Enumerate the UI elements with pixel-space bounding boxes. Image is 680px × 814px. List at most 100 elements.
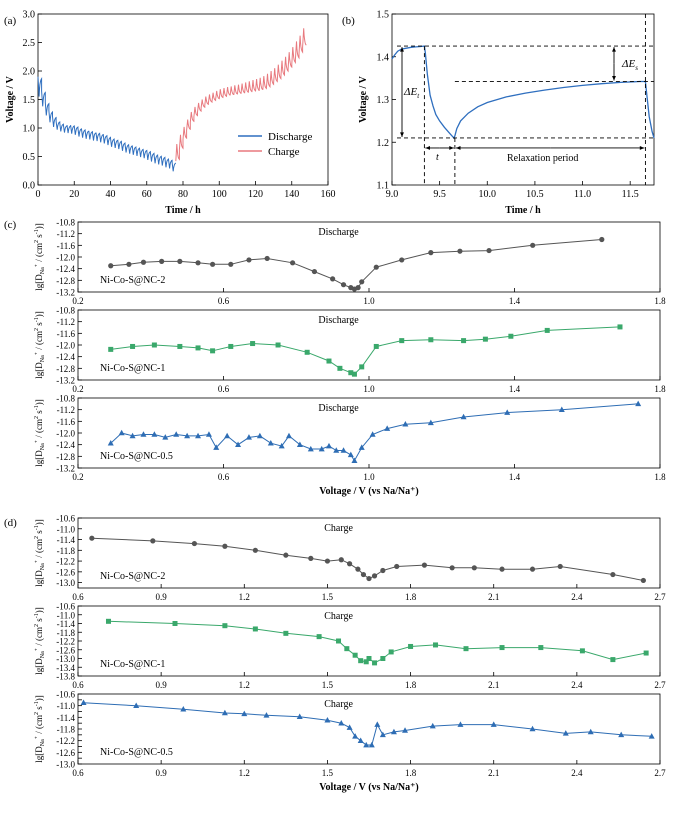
series-label: Ni-Co-S@NC-2 — [100, 571, 165, 582]
data-point — [140, 259, 147, 265]
data-point — [538, 645, 544, 651]
data-point — [80, 699, 87, 706]
plot-frame — [37, 13, 329, 186]
arrow-delta-es-up-head — [612, 47, 616, 52]
data-point — [338, 719, 345, 726]
data-point — [130, 343, 136, 349]
legend-discharge-label: Discharge — [268, 131, 313, 143]
x-tick-label: 2.1 — [488, 768, 499, 778]
data-point — [118, 429, 125, 436]
y-tick-label: 2.0 — [23, 67, 36, 78]
subplot-title: Discharge — [318, 315, 359, 326]
data-point — [108, 346, 114, 352]
data-point — [369, 431, 376, 437]
x-tick-label: 2.7 — [654, 592, 666, 602]
y-tick-label: -12.2 — [56, 736, 75, 746]
x-axis-title: Voltage / V (vs Na/Na⁺) — [319, 486, 419, 497]
y-tick-label: -13.8 — [56, 672, 75, 682]
y-tick-label: 1.5 — [23, 95, 36, 106]
data-point — [296, 713, 303, 720]
data-point — [213, 444, 220, 450]
data-point — [499, 645, 505, 651]
data-point — [263, 712, 270, 718]
arrow-relax-left-head — [455, 146, 461, 150]
series-label: Ni-Co-S@NC-0.5 — [100, 451, 173, 462]
panel-label-d: (d) — [4, 517, 17, 529]
arrow-delta-es-down-head — [612, 75, 616, 81]
x-tick-label: 1.0 — [363, 296, 375, 306]
panel-label-a: (a) — [4, 15, 17, 27]
subplot-title: Discharge — [318, 227, 359, 238]
x-tick-label: 0.6 — [72, 768, 84, 778]
data-point — [372, 660, 378, 666]
data-point — [355, 285, 361, 291]
x-tick-label: 0.9 — [156, 592, 168, 602]
data-point — [267, 440, 274, 446]
data-point — [408, 643, 414, 649]
data-point — [133, 702, 140, 708]
data-point — [457, 721, 464, 727]
data-point — [159, 258, 165, 264]
x-tick-label: 1.0 — [363, 384, 375, 394]
chart-a-legend: Discharge Charge — [238, 131, 313, 158]
series-line-charge — [175, 28, 307, 162]
x-tick-label: 1.2 — [239, 680, 250, 690]
arrow-delta-et-up-head — [400, 47, 404, 52]
arrow-tau-left-head — [425, 146, 430, 150]
data-point — [499, 566, 505, 572]
data-point — [256, 432, 263, 439]
y-tick-label: -12.6 — [56, 567, 75, 577]
data-point — [618, 731, 625, 738]
data-point — [340, 447, 347, 453]
y-tick-label: -13.0 — [56, 654, 75, 664]
data-point — [151, 431, 158, 437]
y-tick-label: 1.0 — [23, 124, 36, 135]
x-tick-label: 1.8 — [654, 472, 666, 482]
data-point — [347, 561, 353, 567]
x-tick-label: 0.6 — [218, 384, 230, 394]
x-tick-label: 1.8 — [405, 680, 417, 690]
subplot-title: Charge — [324, 699, 353, 710]
data-point — [324, 717, 331, 723]
x-tick-label: 0.9 — [156, 768, 168, 778]
x-tick-label: 160 — [321, 189, 336, 200]
data-point — [363, 659, 369, 665]
x-tick-label: 20 — [69, 189, 79, 200]
y-tick-label: 1.2 — [377, 138, 390, 149]
data-point — [177, 258, 183, 264]
data-point — [366, 656, 372, 661]
data-point — [162, 434, 169, 440]
data-point — [394, 563, 400, 570]
data-point — [283, 552, 289, 558]
data-point — [610, 571, 616, 578]
data-point — [363, 741, 370, 748]
data-point — [508, 333, 514, 339]
annotation-tau: t — [436, 152, 439, 163]
x-tick-label: 1.5 — [322, 592, 334, 602]
x-tick-label: 0 — [36, 189, 41, 200]
data-point — [358, 444, 365, 450]
x-tick-label: 1.5 — [322, 680, 334, 690]
data-point — [140, 431, 147, 437]
diffusion-subplot-0: 0.2 0.6 1.0 1.4 1.8 -10.8-11.2 -11.6 -12.0-12.4… — [34, 218, 666, 307]
data-point — [224, 432, 231, 439]
data-point — [463, 646, 469, 652]
arrow-relax-right-head — [639, 146, 645, 150]
data-point — [490, 721, 497, 727]
voltage-trace — [391, 45, 655, 140]
y-tick-label: -13.2 — [56, 464, 75, 474]
x-tick-label: 9.0 — [386, 189, 399, 200]
y-tick-label: -13.0 — [56, 760, 75, 770]
data-point — [558, 406, 565, 412]
x-tick-label: 10.0 — [479, 189, 497, 200]
series-label: Ni-Co-S@NC-0.5 — [100, 747, 173, 758]
x-tick-label: 1.5 — [322, 768, 334, 778]
data-point — [380, 656, 386, 661]
data-point — [275, 342, 281, 348]
data-point — [338, 557, 344, 563]
data-point — [318, 445, 325, 452]
data-point — [180, 705, 187, 712]
x-axis-title: Voltage / V (vs Na/Na⁺) — [319, 782, 419, 793]
data-point — [195, 345, 201, 351]
